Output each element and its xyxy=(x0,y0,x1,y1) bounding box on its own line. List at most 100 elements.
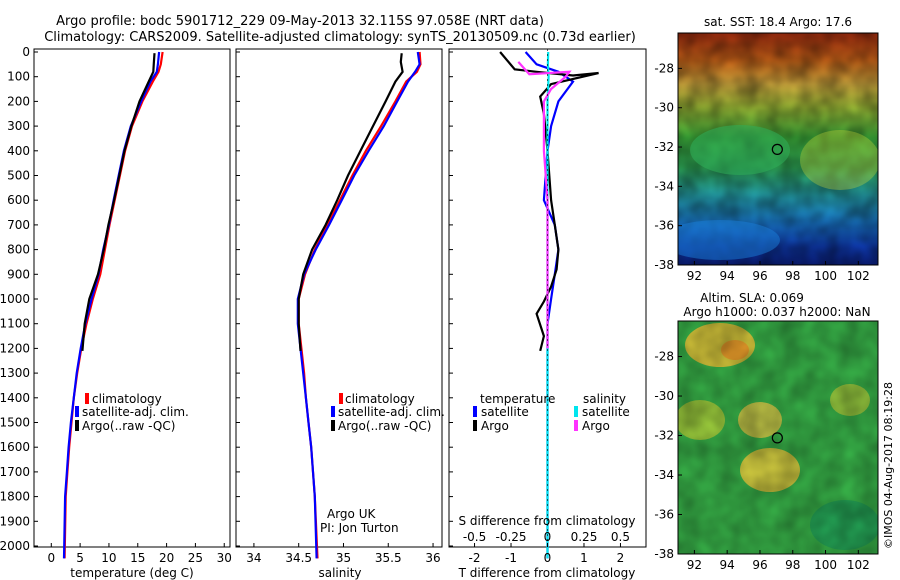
argo-location-marker xyxy=(771,432,783,444)
secondary-x-tick-label: 0.25 xyxy=(571,530,598,544)
legend-label-sal-satellite: satellite xyxy=(582,405,630,419)
x-tick-label: 5 xyxy=(76,551,84,565)
legend-swatch-argo xyxy=(331,420,335,431)
x-tick-label: 25 xyxy=(188,551,203,565)
legend-title-salinity: salinity xyxy=(583,392,626,406)
x-tick-label: 34.5 xyxy=(285,551,312,565)
salinity-profile-panel: 34 34.5 35 35.5 36 xyxy=(235,48,443,565)
salinity-xlabel: salinity xyxy=(318,566,361,580)
y-tick-label: 1900 xyxy=(0,514,30,528)
map-x-tick-label: 92 xyxy=(687,558,702,572)
x-tick-label: 10 xyxy=(101,551,116,565)
y-tick-label: 1100 xyxy=(0,317,30,331)
secondary-x-tick-label: 0.5 xyxy=(611,530,630,544)
map-y-tick-label: -38 xyxy=(654,547,674,561)
y-tick-label: 1700 xyxy=(0,465,30,479)
secondary-x-tick-label: -0.5 xyxy=(463,530,486,544)
legend-swatch-temp-argo xyxy=(473,420,477,431)
x-tick-label: 1 xyxy=(580,551,588,565)
sst-map-title: sat. SST: 18.4 Argo: 17.6 xyxy=(704,15,852,29)
legend-label-satellite: satellite-adj. clim. xyxy=(82,405,189,419)
legend-swatch-climatology xyxy=(339,393,343,404)
map-y-tick-label: -36 xyxy=(654,508,674,522)
legend-swatch-temp-satellite xyxy=(473,406,477,417)
y-tick-label: 1800 xyxy=(0,490,30,504)
map-x-tick-label: 92 xyxy=(687,269,702,283)
legend-label-temp-argo: Argo xyxy=(481,419,509,433)
map-y-tick-label: -32 xyxy=(654,140,674,154)
y-tick-label: 1600 xyxy=(0,440,30,454)
x-tick-label: 36 xyxy=(425,551,440,565)
map-x-tick-label: 98 xyxy=(785,558,800,572)
series-line-argo-raw-qc- xyxy=(81,53,156,351)
x-tick-label: 34 xyxy=(246,551,261,565)
figure-title-line-1: Argo profile: bodc 5901712_229 09-May-20… xyxy=(56,14,544,29)
map-x-tick-label: 96 xyxy=(752,269,767,283)
map-y-tick-label: -30 xyxy=(654,389,674,403)
sla-map-panel: Altim. SLA: 0.069 Argo h1000: 0.037 h200… xyxy=(677,291,879,555)
legend-label-argo: Argo(..raw -QC) xyxy=(82,419,175,433)
y-tick-label: 1500 xyxy=(0,416,30,430)
y-tick-label: 1300 xyxy=(0,366,30,380)
map-x-tick-label: 94 xyxy=(720,269,735,283)
x-tick-label: 15 xyxy=(130,551,145,565)
map-x-tick-label: 96 xyxy=(752,558,767,572)
difference-xlabel-top: S difference from climatology xyxy=(459,514,636,528)
sst-map-blob xyxy=(690,125,790,175)
x-tick-label: 0 xyxy=(544,551,552,565)
difference-legend: temperature salinity satellite Argo sate… xyxy=(473,392,630,433)
sst-map-blob xyxy=(800,130,878,190)
map-x-tick-label: 98 xyxy=(785,269,800,283)
map-x-tick-label: 100 xyxy=(814,558,837,572)
sla-map-title-1: Altim. SLA: 0.069 xyxy=(700,291,804,305)
sla-map-title-2: Argo h1000: 0.037 h2000: NaN xyxy=(683,305,870,319)
x-tick-label: 35.5 xyxy=(375,551,402,565)
map-x-tick-label: 94 xyxy=(720,558,735,572)
sla-map-frame xyxy=(677,320,879,555)
series-line-climatology xyxy=(63,51,164,559)
series-line-satellite-adj-clim- xyxy=(296,51,421,559)
sst-map-frame xyxy=(677,32,879,266)
figure-title-line-2: Climatology: CARS2009. Satellite-adjuste… xyxy=(44,30,636,45)
legend-swatch-sal-satellite xyxy=(574,406,578,417)
argo-uk-annotation: Argo UK xyxy=(327,507,376,521)
legend-label-satellite: satellite-adj. clim. xyxy=(338,405,445,419)
map-x-tick-label: 102 xyxy=(847,269,870,283)
legend-label-climatology: climatology xyxy=(92,392,162,406)
y-tick-label: 0 xyxy=(22,45,30,59)
y-tick-label: 700 xyxy=(7,218,30,232)
sla-map-texture xyxy=(678,321,878,554)
y-tick-label: 100 xyxy=(7,70,30,84)
map-y-tick-label: -30 xyxy=(654,101,674,115)
secondary-x-tick-label: 0 xyxy=(544,530,552,544)
y-tick-label: 800 xyxy=(7,243,30,257)
legend-swatch-climatology xyxy=(85,393,89,404)
x-tick-label: 35 xyxy=(336,551,351,565)
legend-title-temperature: temperature xyxy=(480,392,555,406)
map-y-tick-label: -32 xyxy=(654,429,674,443)
temperature-legend: climatology satellite-adj. clim. Argo(..… xyxy=(75,392,189,433)
y-tick-label: 1400 xyxy=(0,391,30,405)
temperature-xlabel: temperature (deg C) xyxy=(70,566,193,580)
salinity-legend: climatology satellite-adj. clim. Argo(..… xyxy=(320,392,445,535)
map-y-tick-label: -38 xyxy=(654,258,674,272)
copyright-timestamp: ©IMOS 04-Aug-2017 08:19:28 xyxy=(882,382,895,549)
y-tick-label: 2000 xyxy=(0,539,30,553)
temperature-profile-panel: 0 5 10 15 20 25 300100200300400500600700800900… xyxy=(0,45,232,565)
legend-label-climatology: climatology xyxy=(345,392,415,406)
map-y-tick-label: -36 xyxy=(654,219,674,233)
legend-swatch-argo xyxy=(75,420,79,431)
x-tick-label: 30 xyxy=(217,551,232,565)
legend-swatch-sal-argo xyxy=(574,420,578,431)
y-tick-label: 900 xyxy=(7,267,30,281)
map-x-tick-label: 100 xyxy=(814,269,837,283)
map-x-tick-label: 102 xyxy=(847,558,870,572)
map-y-tick-label: -34 xyxy=(654,468,674,482)
y-tick-label: 600 xyxy=(7,193,30,207)
secondary-x-tick-label: -0.25 xyxy=(495,530,526,544)
x-tick-label: 2 xyxy=(617,551,625,565)
y-tick-label: 300 xyxy=(7,119,30,133)
series-line-salinity-argo xyxy=(517,61,572,349)
x-tick-label: 0 xyxy=(47,551,55,565)
